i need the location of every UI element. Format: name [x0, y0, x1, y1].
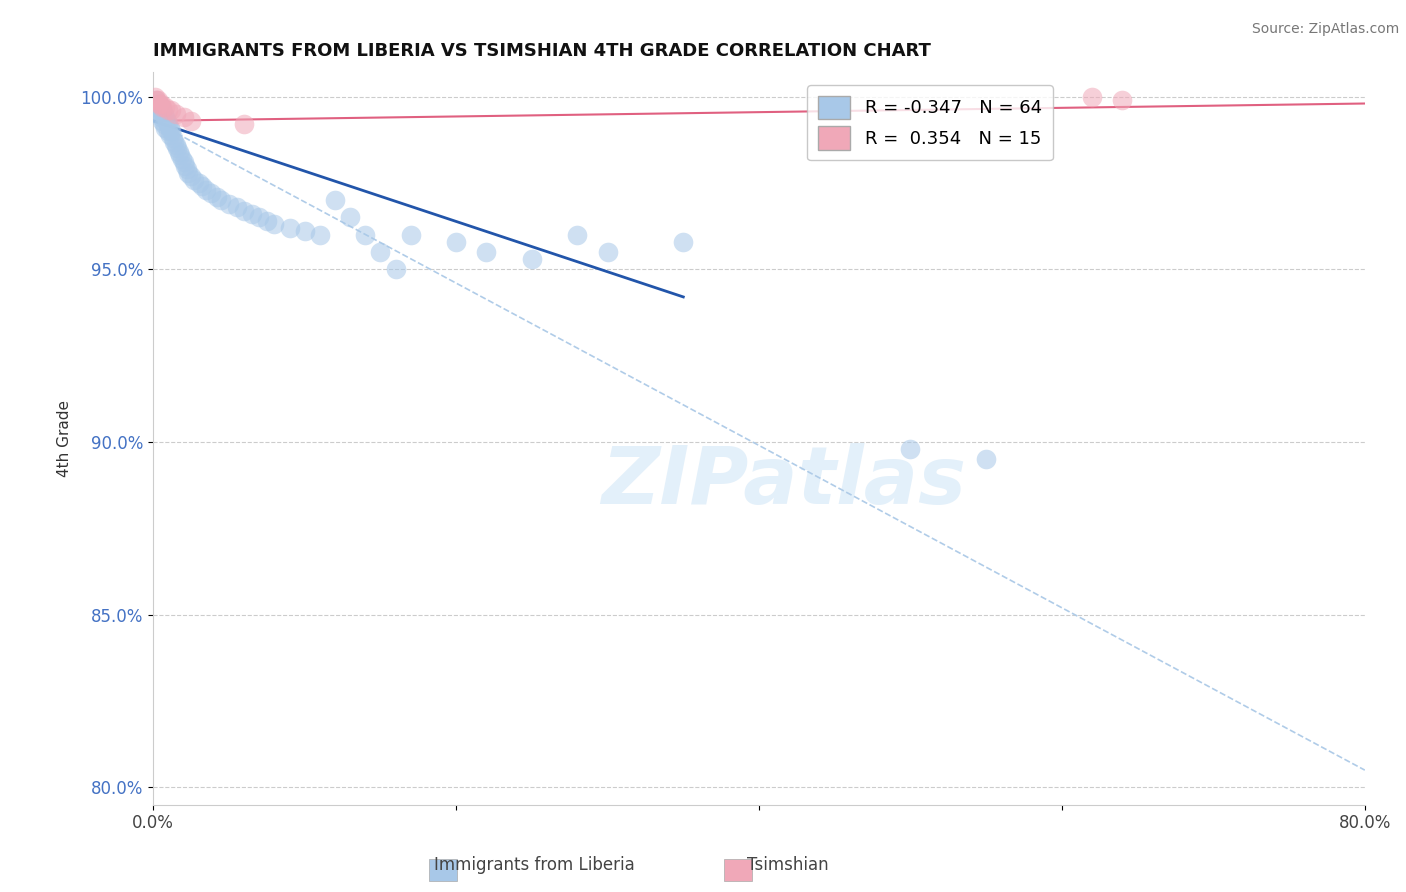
Point — [173, 155, 195, 169]
Point — [157, 124, 180, 138]
Point — [176, 162, 198, 177]
Point — [263, 218, 285, 232]
Point — [160, 103, 183, 118]
Point — [205, 190, 228, 204]
Point — [177, 165, 200, 179]
Point — [145, 100, 167, 114]
Point — [153, 117, 176, 131]
Point — [157, 103, 180, 118]
Point — [520, 252, 543, 266]
Point — [149, 100, 172, 114]
Point — [163, 135, 186, 149]
Point — [165, 138, 187, 153]
Point — [900, 442, 922, 456]
Point — [256, 214, 278, 228]
Point — [146, 103, 169, 118]
Text: Source: ZipAtlas.com: Source: ZipAtlas.com — [1251, 22, 1399, 37]
Point — [1081, 89, 1104, 103]
Point — [150, 103, 173, 118]
Text: Immigrants from Liberia: Immigrants from Liberia — [434, 855, 634, 873]
Point — [149, 96, 172, 111]
Point — [567, 227, 589, 242]
Point — [233, 117, 256, 131]
Point — [183, 172, 205, 186]
Point — [149, 111, 172, 125]
Point — [195, 183, 218, 197]
Point — [475, 245, 498, 260]
Point — [146, 100, 169, 114]
Point — [150, 113, 173, 128]
Point — [218, 196, 240, 211]
Point — [143, 89, 166, 103]
Text: IMMIGRANTS FROM LIBERIA VS TSIMSHIAN 4TH GRADE CORRELATION CHART: IMMIGRANTS FROM LIBERIA VS TSIMSHIAN 4TH… — [153, 42, 931, 60]
Point — [247, 211, 270, 225]
Point — [166, 141, 188, 155]
Point — [145, 93, 167, 107]
Point — [190, 179, 212, 194]
Point — [160, 124, 183, 138]
Point — [209, 193, 232, 207]
Legend: R = -0.347   N = 64, R =  0.354   N = 15: R = -0.347 N = 64, R = 0.354 N = 15 — [807, 85, 1053, 161]
Point — [180, 113, 202, 128]
Point — [384, 262, 406, 277]
Point — [146, 93, 169, 107]
Point — [399, 227, 422, 242]
Point — [143, 96, 166, 111]
Point — [180, 169, 202, 183]
Point — [233, 203, 256, 218]
Point — [370, 245, 392, 260]
Point — [159, 128, 181, 142]
Point — [148, 96, 170, 111]
Point — [173, 111, 195, 125]
Point — [294, 224, 316, 238]
Point — [323, 193, 346, 207]
Text: ZIPatlas: ZIPatlas — [600, 443, 966, 522]
Point — [155, 100, 177, 114]
Point — [174, 159, 197, 173]
Point — [240, 207, 263, 221]
Point — [974, 452, 997, 467]
Point — [156, 113, 179, 128]
Point — [169, 148, 191, 162]
Point — [308, 227, 330, 242]
Point — [159, 120, 181, 135]
Point — [225, 200, 247, 214]
Point — [148, 96, 170, 111]
Point — [444, 235, 467, 249]
Point — [200, 186, 222, 201]
Point — [354, 227, 377, 242]
Point — [170, 152, 193, 166]
Point — [165, 107, 187, 121]
Point — [155, 120, 177, 135]
Point — [187, 176, 209, 190]
Y-axis label: 4th Grade: 4th Grade — [58, 400, 72, 477]
Point — [148, 107, 170, 121]
Text: Tsimshian: Tsimshian — [747, 855, 828, 873]
Point — [157, 117, 180, 131]
Point — [596, 245, 619, 260]
Point — [145, 93, 167, 107]
Point — [339, 211, 361, 225]
Point — [1111, 93, 1133, 107]
Point — [162, 131, 184, 145]
Point — [672, 235, 695, 249]
Point — [153, 107, 176, 121]
Point — [167, 145, 190, 159]
Point — [278, 220, 301, 235]
Point — [150, 100, 173, 114]
Point — [155, 111, 177, 125]
